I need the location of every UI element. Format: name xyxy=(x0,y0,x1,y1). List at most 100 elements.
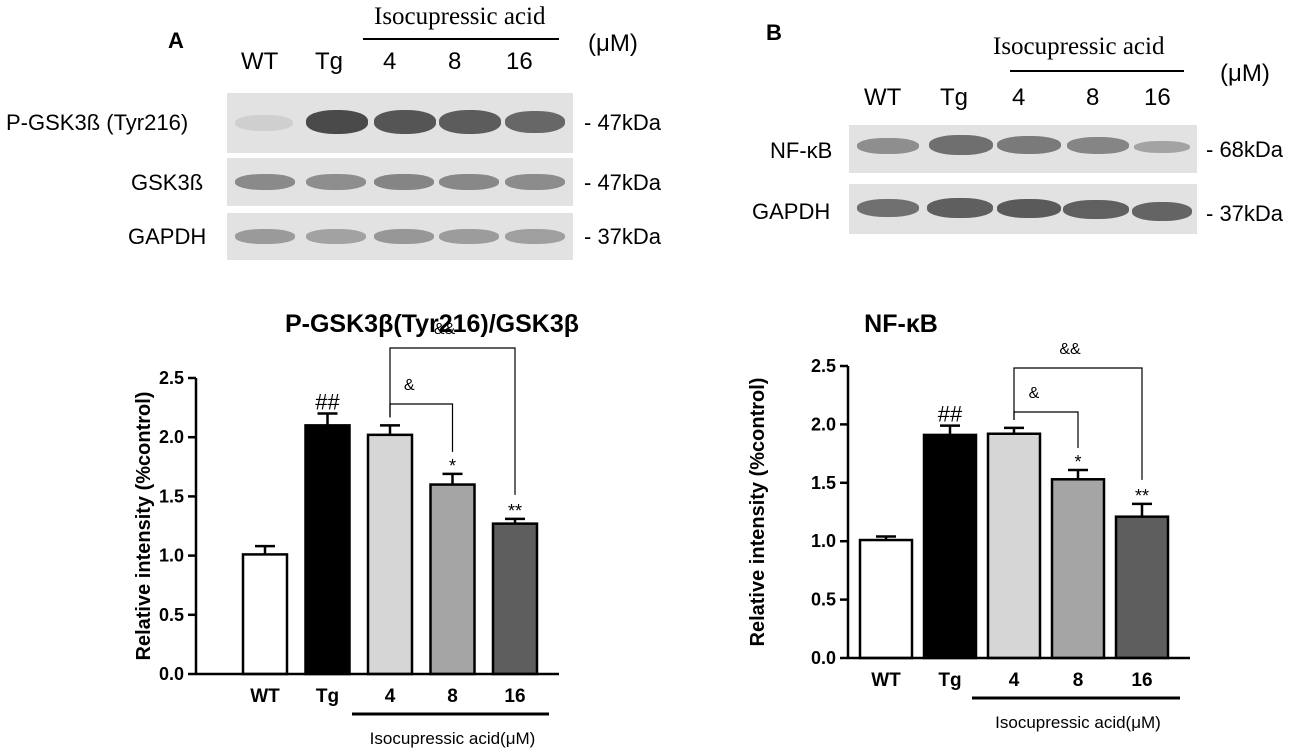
x-tick-label: Tg xyxy=(938,670,961,691)
bar xyxy=(491,522,539,676)
kda-label: - 47kDa xyxy=(584,170,662,195)
blot-label-gapdh-b: GAPDH xyxy=(752,199,831,224)
blot-label-gsk3b: GSK3ß xyxy=(131,170,204,195)
blot-band xyxy=(505,111,565,133)
y-tick-label: 1.5 xyxy=(159,486,184,506)
group-line-a xyxy=(363,38,559,40)
chart-title: P-GSK3β(Tyr216)/GSK3β xyxy=(285,310,579,338)
significance-marker: * xyxy=(449,456,456,476)
bar xyxy=(304,424,351,676)
blot-band xyxy=(997,136,1061,154)
blot-band xyxy=(997,199,1061,218)
bar xyxy=(1050,478,1106,660)
bar xyxy=(986,432,1042,660)
lane-label-16: 16 xyxy=(506,48,533,75)
bracket-label: & xyxy=(1029,385,1040,402)
bar-chart-p-gsk3b: P-GSK3β(Tyr216)/GSK3β 0.0 0.5 1.0 1.5 2.0 2.5R… xyxy=(133,310,579,748)
panel-letter-b: B xyxy=(766,20,782,45)
lane-label-4: 4 xyxy=(1012,84,1026,111)
lane-label-wt: WT xyxy=(864,84,902,111)
blot-band xyxy=(439,229,499,244)
bracket-label: & xyxy=(404,377,415,394)
x-axis-label: Isocupressic acid(μM) xyxy=(995,713,1161,732)
x-tick-label: WT xyxy=(250,686,280,707)
blot-strip-nfkb xyxy=(849,125,1197,173)
significance-marker: ** xyxy=(508,501,522,521)
group-label-a: Isocupressic acid xyxy=(374,3,546,30)
bar xyxy=(241,553,289,676)
blot-band xyxy=(927,198,993,218)
blot-band xyxy=(1063,200,1129,219)
y-tick-label: 0.0 xyxy=(159,664,184,684)
unit-label-a: (μM) xyxy=(588,30,638,57)
blot-band xyxy=(857,199,919,217)
group-line-b xyxy=(1010,70,1184,72)
panel-letter-a: A xyxy=(168,28,184,53)
blot-band xyxy=(306,229,366,244)
significance-marker: * xyxy=(1074,452,1081,472)
bracket-label: && xyxy=(1059,341,1081,358)
bar-chart-nfkb: NF-κB 0.0 0.5 1.0 1.5 2.0 2.5 Relative intensit… xyxy=(747,310,1190,732)
x-tick-label: WT xyxy=(871,670,901,691)
lane-label-tg: Tg xyxy=(940,84,969,111)
blot-band xyxy=(439,110,501,134)
blot-band xyxy=(1132,202,1192,221)
blot-band xyxy=(306,110,368,134)
kda-label: - 37kDa xyxy=(1206,201,1284,226)
blot-band xyxy=(505,174,565,190)
significance-marker: ## xyxy=(315,390,340,415)
x-tick-label: 16 xyxy=(504,686,525,707)
blot-strip-gapdh-a xyxy=(227,213,573,260)
significance-marker: ## xyxy=(938,402,963,427)
blot-band xyxy=(235,174,295,190)
y-tick-label: 1.0 xyxy=(159,546,184,566)
blot-band xyxy=(857,138,919,154)
y-tick-label: 1.0 xyxy=(811,531,836,551)
blot-band xyxy=(505,229,565,244)
bar xyxy=(858,538,914,660)
bar xyxy=(922,433,978,660)
y-tick-label: 0.5 xyxy=(159,605,184,625)
y-tick-label: 1.5 xyxy=(811,473,836,493)
y-tick-label: 2.5 xyxy=(159,368,184,388)
kda-label: - 37kDa xyxy=(584,224,662,249)
significance-bracket xyxy=(1013,367,1143,480)
lane-label-4: 4 xyxy=(383,48,397,75)
blot-band xyxy=(929,135,993,155)
blot-band xyxy=(374,174,434,190)
lane-label-8: 8 xyxy=(448,48,462,75)
kda-label: - 47kDa xyxy=(584,110,662,135)
y-axis-label: Relative intensity (%control) xyxy=(133,392,155,661)
unit-label-b: (μM) xyxy=(1220,60,1270,87)
bracket-label: && xyxy=(434,321,456,338)
blot-band xyxy=(374,229,434,244)
x-tick-label: 8 xyxy=(1073,670,1084,691)
y-tick-label: 2.0 xyxy=(159,427,184,447)
group-label-b: Isocupressic acid xyxy=(993,33,1165,60)
kda-label: - 68kDa xyxy=(1206,137,1284,162)
blot-band xyxy=(235,229,295,244)
x-tick-label: 4 xyxy=(1009,670,1020,691)
blot-strip-gsk3b xyxy=(227,158,573,206)
x-axis-label: Isocupressic acid(μM) xyxy=(370,729,536,748)
significance-marker: ** xyxy=(1135,486,1149,506)
bar xyxy=(429,483,476,676)
y-tick-label: 2.5 xyxy=(811,356,836,376)
blot-band xyxy=(439,174,499,190)
blot-band xyxy=(1134,141,1190,153)
lane-label-16: 16 xyxy=(1144,84,1171,111)
blot-label-p-gsk3b: P-GSK3ß (Tyr216) xyxy=(6,110,189,135)
x-tick-label: 8 xyxy=(447,686,458,707)
y-tick-label: 2.0 xyxy=(811,414,836,434)
blot-band xyxy=(306,174,366,190)
blot-band xyxy=(235,115,293,131)
blot-strip-gapdh-b xyxy=(849,184,1197,234)
x-tick-label: Tg xyxy=(316,686,339,707)
y-axis-label: Relative intensity (%control) xyxy=(747,378,769,647)
lane-label-8: 8 xyxy=(1086,84,1100,111)
blot-band xyxy=(374,110,436,134)
lane-label-wt: WT xyxy=(241,48,279,75)
blot-strip-p-gsk3b xyxy=(227,93,573,153)
y-tick-label: 0.5 xyxy=(811,590,836,610)
x-tick-label: 16 xyxy=(1131,670,1152,691)
